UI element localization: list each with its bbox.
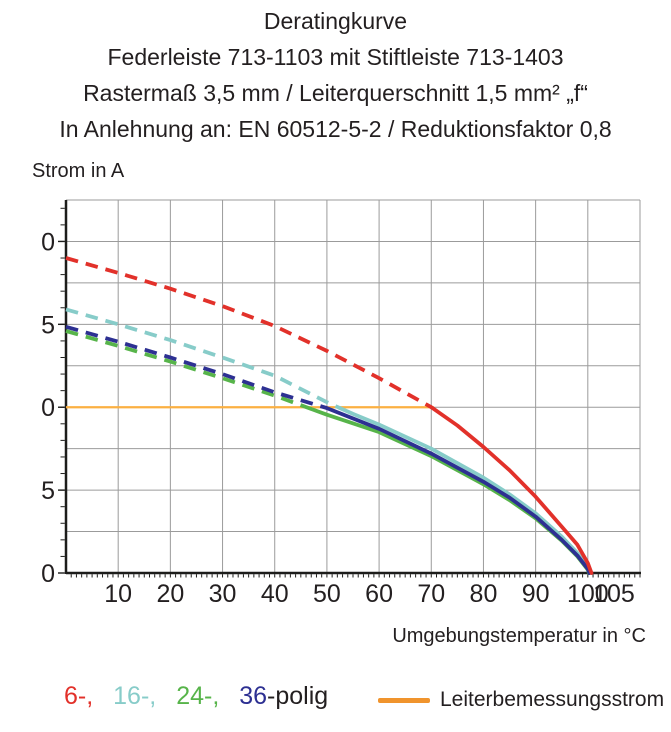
legend-rated-current: Leiterbemessungsstrom xyxy=(378,688,664,712)
y-tick-label: 5 xyxy=(41,477,55,505)
legend-item-6-polig: 6-, xyxy=(64,682,94,710)
curve-dashed-6-polig xyxy=(65,256,433,409)
x-tick-label: 50 xyxy=(313,580,341,608)
curve-solid-36-polig xyxy=(325,406,592,575)
y-tick-label: 0 xyxy=(41,560,55,588)
subtitle-line-3: In Anlehnung an: EN 60512-5-2 / Reduktio… xyxy=(59,116,612,142)
chart-title: Deratingkurve xyxy=(263,8,408,34)
x-tick-label: 40 xyxy=(261,580,289,608)
curve-dashed-16-polig xyxy=(65,307,341,410)
curve-dashed-36-polig xyxy=(65,324,328,410)
legend-item-36-number: 36 xyxy=(239,682,268,710)
curve-solid-24-polig xyxy=(309,407,591,575)
y-tick-label: 15 xyxy=(40,311,55,339)
y-tick-label: 10 xyxy=(40,394,55,422)
x-tick-label: 90 xyxy=(522,580,550,608)
rated-current-label: Leiterbemessungsstrom xyxy=(440,688,665,711)
legend-item-36-polig: 36-polig xyxy=(239,682,328,710)
y-axis-label: Strom in A xyxy=(32,160,125,182)
curve-dashed-24-polig xyxy=(65,329,312,411)
x-tick-label: 105 xyxy=(593,580,635,608)
title-block: Deratingkurve Federleiste 713-1103 mit S… xyxy=(0,3,671,147)
x-tick-label: 60 xyxy=(365,580,393,608)
x-tick-label: 20 xyxy=(156,580,184,608)
x-axis-label: Umgebungstemperatur in °C xyxy=(392,625,646,647)
y-tick-label: 20 xyxy=(40,228,55,256)
subtitle-line-1: Federleiste 713-1103 mit Stiftleiste 713… xyxy=(107,44,564,70)
x-tick-label: 70 xyxy=(417,580,445,608)
legend-item-16-polig: 16-, xyxy=(113,682,157,710)
legend-item-24-polig: 24-, xyxy=(176,682,220,710)
legend-series: 6-, 16-, 24-, 36-polig xyxy=(64,682,328,711)
rated-current-line-swatch xyxy=(378,697,430,703)
x-tick-label: 100 xyxy=(567,580,609,608)
x-tick-label: 10 xyxy=(104,580,132,608)
curve-solid-6-polig xyxy=(429,405,594,575)
x-tick-label: 80 xyxy=(470,580,498,608)
legend-item-polig-suffix: -polig xyxy=(267,682,329,710)
subtitle-line-2: Rastermaß 3,5 mm / Leiterquerschnitt 1,5… xyxy=(83,80,588,106)
x-tick-label: 30 xyxy=(209,580,237,608)
